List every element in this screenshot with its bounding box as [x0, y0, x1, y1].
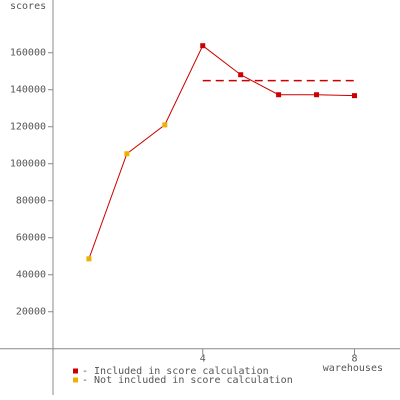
legend-label: - Not included in score calculation	[82, 375, 293, 386]
y-tick-label: 140000	[10, 85, 46, 96]
legend-swatch	[73, 377, 78, 383]
x-tick-label: 8	[351, 354, 357, 365]
y-tick-label: 20000	[16, 307, 46, 318]
data-point	[86, 256, 92, 262]
data-point	[162, 122, 168, 128]
y-tick-label: 160000	[10, 48, 46, 59]
legend-label: - Included in score calculation	[82, 366, 269, 377]
score-line	[88, 44, 355, 260]
data-point	[276, 92, 282, 98]
y-tick-label: 120000	[10, 122, 46, 133]
y-axis-label: scores	[10, 1, 46, 12]
data-point	[314, 92, 320, 98]
data-point	[351, 93, 357, 99]
y-tick-label: 80000	[16, 196, 46, 207]
legend-swatch	[73, 368, 78, 374]
x-tick-label: 4	[200, 354, 206, 365]
y-tick-label: 40000	[16, 270, 46, 281]
data-point	[200, 43, 206, 49]
y-tick-label: 60000	[16, 233, 46, 244]
y-tick-label: 100000	[10, 159, 46, 170]
data-point	[238, 72, 244, 78]
data-point	[124, 151, 130, 157]
x-axis-label: warehouses	[323, 363, 383, 374]
